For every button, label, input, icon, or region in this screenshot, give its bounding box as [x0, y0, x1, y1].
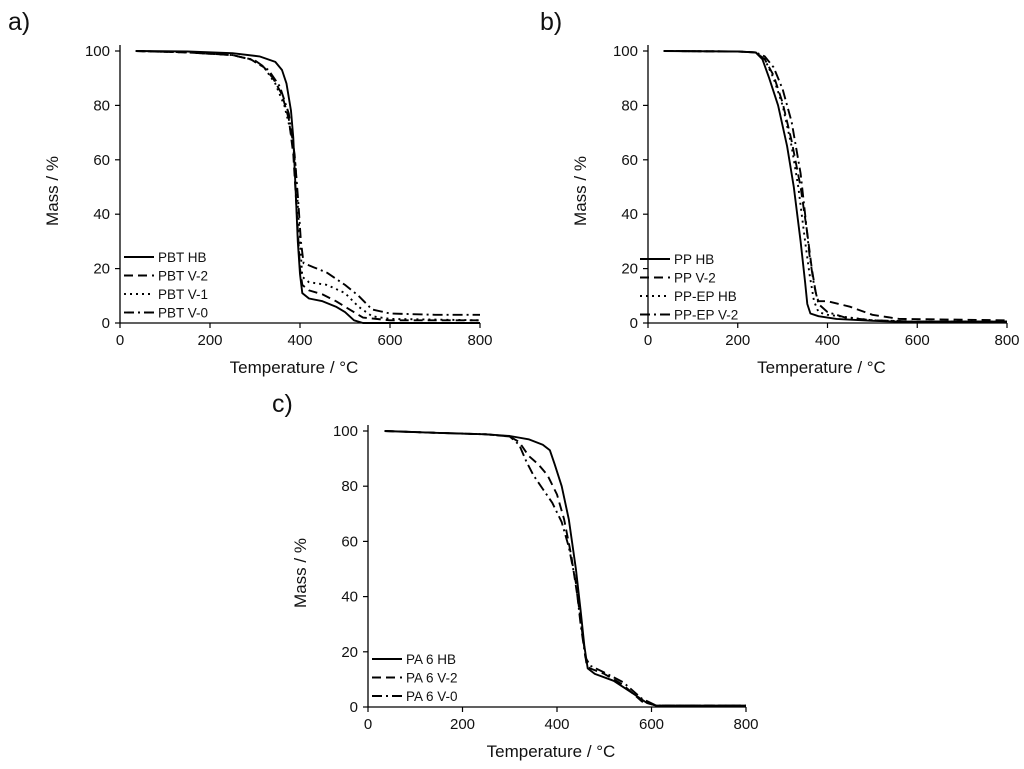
y-tick-label: 100	[613, 43, 638, 60]
legend-label: PP-EP V-2	[674, 308, 738, 323]
y-tick-label: 60	[341, 533, 358, 550]
y-axis-title: Mass / %	[43, 156, 62, 226]
y-tick-label: 40	[93, 206, 110, 223]
y-tick-label: 80	[341, 478, 358, 495]
chart-panel-0: a) 0 200 400 600 800 0 20 40 60 80 100 Temperature /…	[8, 8, 493, 377]
x-tick-label: 600	[377, 332, 402, 349]
y-tick-label: 60	[621, 152, 638, 169]
y-tick-label: 20	[341, 644, 358, 661]
y-tick-label: 60	[93, 152, 110, 169]
y-tick-label: 20	[621, 261, 638, 278]
x-tick-label: 0	[364, 716, 372, 733]
y-tick-label: 100	[333, 423, 358, 440]
y-tick-label: 100	[85, 43, 110, 60]
x-tick-label: 200	[197, 332, 222, 349]
x-tick-label: 200	[725, 332, 750, 349]
chart-panel-2: c) 0 200 400 600 800 0 20 40 60 80 100 Temperature /…	[272, 390, 759, 761]
x-tick-label: 600	[639, 716, 664, 733]
legend-label: PP-EP HB	[674, 289, 737, 304]
series-line-3	[663, 50, 1007, 323]
y-axis-title: Mass / %	[571, 156, 590, 226]
x-tick-label: 400	[815, 332, 840, 349]
legend-label: PA 6 V-0	[406, 689, 458, 704]
panel-label: b)	[540, 8, 562, 36]
panel-label: a)	[8, 8, 30, 36]
y-tick-label: 0	[350, 699, 358, 716]
series-line-2	[135, 50, 481, 322]
x-tick-label: 800	[994, 332, 1019, 349]
y-axis-title: Mass / %	[291, 538, 310, 608]
y-tick-label: 80	[93, 97, 110, 114]
x-tick-label: 400	[544, 716, 569, 733]
legend-label: PBT HB	[158, 250, 207, 265]
x-tick-label: 200	[450, 716, 475, 733]
legend-label: PBT V-2	[158, 269, 208, 284]
x-axis-title: Temperature / °C	[487, 742, 616, 761]
x-tick-label: 400	[287, 332, 312, 349]
x-tick-label: 0	[116, 332, 124, 349]
chart-panel-1: b) 0 200 400 600 800 0 20 40 60 80 100 Temperature /…	[540, 8, 1020, 377]
series-line-2	[384, 430, 746, 707]
legend-label: PA 6 V-2	[406, 671, 458, 686]
x-axis-title: Temperature / °C	[757, 358, 886, 377]
x-tick-label: 600	[905, 332, 930, 349]
y-tick-label: 20	[93, 261, 110, 278]
x-tick-label: 0	[644, 332, 652, 349]
x-axis-title: Temperature / °C	[230, 358, 359, 377]
y-tick-label: 80	[621, 97, 638, 114]
x-tick-label: 800	[467, 332, 492, 349]
x-tick-label: 800	[733, 716, 758, 733]
legend-label: PBT V-0	[158, 306, 208, 321]
legend-label: PA 6 HB	[406, 652, 456, 667]
y-tick-label: 40	[341, 589, 358, 606]
y-tick-label: 40	[621, 206, 638, 223]
legend-label: PP HB	[674, 252, 714, 267]
legend-label: PP V-2	[674, 271, 716, 286]
y-tick-label: 0	[630, 315, 638, 332]
panel-label: c)	[272, 390, 293, 418]
y-tick-label: 0	[102, 315, 110, 332]
legend-label: PBT V-1	[158, 287, 208, 302]
